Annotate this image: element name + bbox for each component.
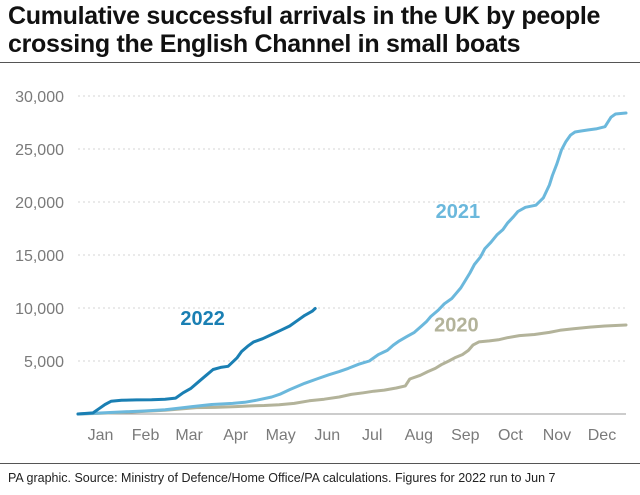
- chart-title: Cumulative successful arrivals in the UK…: [8, 2, 632, 58]
- x-axis: Jan Feb Mar Apr May Jun Jul Aug Sep Oct Nov Dec: [88, 427, 617, 444]
- x-tick-label: Sep: [451, 427, 480, 444]
- x-tick-label: Mar: [175, 427, 203, 444]
- series-line-2020: [76, 323, 628, 416]
- y-tick-label: 20,000: [15, 195, 64, 212]
- x-tick-label: Dec: [588, 427, 616, 444]
- y-tick-label: 25,000: [15, 142, 64, 159]
- series-lines: [76, 111, 628, 416]
- top-divider: [0, 62, 640, 63]
- x-tick-label: Apr: [223, 427, 249, 444]
- series-label-2021: 2021: [436, 201, 481, 223]
- gridlines: [78, 95, 626, 415]
- x-tick-label: Jun: [314, 427, 340, 444]
- chart-title-line-1: Cumulative successful arrivals in the UK…: [8, 2, 601, 30]
- series-label-2020: 2020: [434, 314, 479, 336]
- x-tick-label: Oct: [498, 427, 523, 444]
- series-labels: 2020 2021 2022: [180, 201, 480, 336]
- series-line-2021: [76, 111, 628, 416]
- series-line-2022: [76, 307, 317, 416]
- x-tick-label: Aug: [405, 427, 433, 444]
- y-tick-label: 15,000: [15, 248, 64, 265]
- y-tick-label: 5,000: [24, 354, 64, 371]
- x-tick-label: May: [266, 427, 296, 444]
- cumulative-arrivals-line-chart: 5,000 10,000 15,000 20,000 25,000 30,000 Jan F…: [15, 89, 628, 444]
- bottom-divider: [0, 463, 640, 464]
- y-tick-label: 10,000: [15, 301, 64, 318]
- x-tick-label: Jan: [88, 427, 114, 444]
- x-tick-label: Jul: [362, 427, 382, 444]
- y-tick-label: 30,000: [15, 89, 64, 106]
- chart-title-line-2: crossing the English Channel in small bo…: [8, 30, 521, 58]
- x-tick-label: Feb: [132, 427, 160, 444]
- x-tick-label: Nov: [543, 427, 571, 444]
- y-axis: 5,000 10,000 15,000 20,000 25,000 30,000: [15, 89, 64, 371]
- series-label-2022: 2022: [180, 308, 225, 330]
- source-note: PA graphic. Source: Ministry of Defence/…: [8, 471, 556, 485]
